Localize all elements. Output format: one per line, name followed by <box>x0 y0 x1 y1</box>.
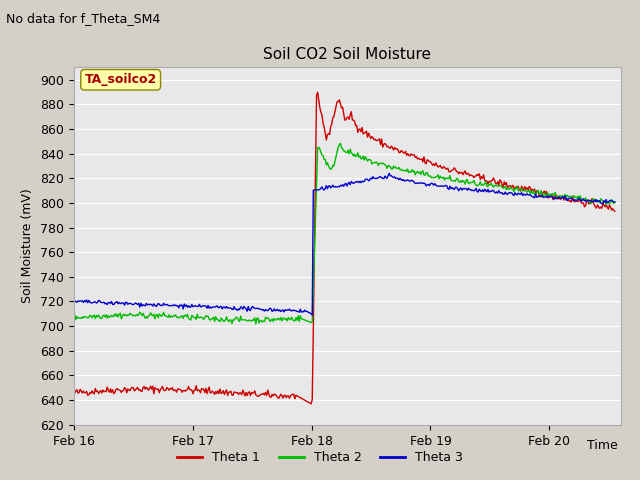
Theta 2 <box>600 199 608 204</box>
Theta 2 <box>328 166 335 171</box>
Theta 3 <box>328 184 335 190</box>
Line: Theta 1: Theta 1 <box>74 92 615 404</box>
Title: Soil CO2 Soil Moisture: Soil CO2 Soil Moisture <box>263 47 431 62</box>
Theta 1 <box>600 202 608 208</box>
Theta 1 <box>516 187 524 193</box>
Theta 3 <box>308 312 316 318</box>
Theta 3 <box>331 184 339 190</box>
Theta 1 <box>307 401 315 407</box>
Theta 2 <box>611 199 619 205</box>
Theta 1 <box>332 103 340 109</box>
Legend: Theta 1, Theta 2, Theta 3: Theta 1, Theta 2, Theta 3 <box>172 446 468 469</box>
Text: No data for f_Theta_SM4: No data for f_Theta_SM4 <box>6 12 161 25</box>
Line: Theta 3: Theta 3 <box>74 173 615 315</box>
Theta 3 <box>516 191 524 197</box>
Theta 2 <box>252 321 260 327</box>
Theta 3 <box>611 199 619 205</box>
Theta 2 <box>331 158 339 164</box>
Theta 3 <box>394 176 402 181</box>
Theta 3 <box>364 177 371 182</box>
Theta 1 <box>314 89 321 95</box>
Theta 3 <box>600 198 608 204</box>
Theta 1 <box>611 208 619 214</box>
Theta 2 <box>337 141 344 146</box>
Theta 1 <box>365 130 372 136</box>
Theta 3 <box>385 170 393 176</box>
Theta 1 <box>394 146 402 152</box>
Theta 3 <box>70 297 77 303</box>
Line: Theta 2: Theta 2 <box>74 144 615 324</box>
Theta 2 <box>394 166 402 171</box>
Text: TA_soilco2: TA_soilco2 <box>84 73 157 86</box>
Theta 1 <box>329 115 337 120</box>
Y-axis label: Soil Moisture (mV): Soil Moisture (mV) <box>21 189 35 303</box>
Theta 1 <box>70 389 77 395</box>
Theta 2 <box>365 157 372 163</box>
Theta 2 <box>70 313 77 319</box>
Theta 2 <box>516 187 524 193</box>
Text: Time: Time <box>587 439 618 452</box>
